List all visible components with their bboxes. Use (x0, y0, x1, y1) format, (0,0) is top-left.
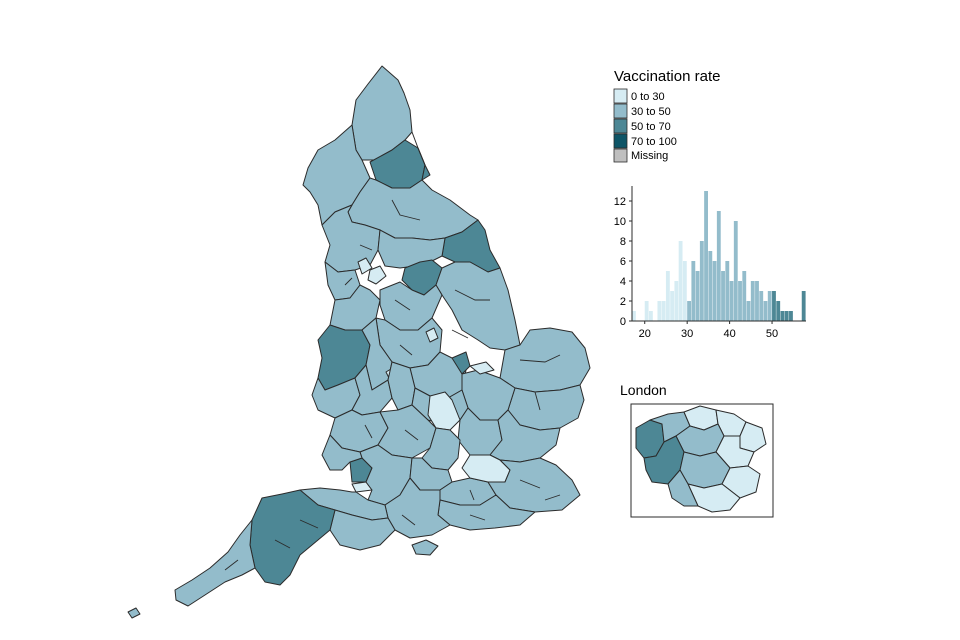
histogram-bar (670, 291, 675, 321)
region-dorset (329, 509, 396, 551)
region-isle-of-wight (411, 539, 439, 556)
histogram-bar (750, 281, 755, 321)
histogram-bar (716, 211, 721, 321)
histogram-chart: 0 2 4 6 8 10 12 20 30 40 50 (614, 186, 806, 340)
legend-item: 50 to 70 (613, 118, 671, 134)
legend-swatch (613, 118, 628, 134)
region-derby-small (425, 327, 439, 343)
histogram-bar (704, 191, 708, 321)
region-essex (489, 409, 561, 463)
histogram-bar (733, 221, 738, 321)
legend-swatch (613, 103, 628, 119)
legend-label: 70 to 100 (631, 136, 677, 148)
histogram-axes: 0 2 4 6 8 10 12 20 30 40 50 (614, 186, 806, 340)
region-suffolk (507, 384, 585, 431)
region-peterborough-light (469, 361, 495, 375)
legend-label: 50 to 70 (631, 121, 671, 133)
legend-item: 70 to 100 (613, 133, 677, 149)
region-west-yorkshire (377, 229, 446, 269)
histogram-bar (780, 311, 785, 321)
region-worcestershire (351, 364, 393, 416)
london-borough-far-south-west (667, 469, 699, 507)
histogram-y-tick-label: 8 (620, 236, 626, 248)
histogram-bar (644, 301, 649, 321)
histogram-bars (632, 191, 806, 321)
region-preston (357, 257, 373, 275)
histogram-bar (678, 241, 683, 321)
legend-swatch (613, 133, 628, 149)
histogram-y-tick-label: 4 (620, 276, 626, 288)
histogram-bar (772, 291, 776, 321)
legend-item: Missing (613, 148, 668, 163)
histogram-bar (712, 261, 717, 321)
legend-label: Missing (631, 150, 668, 162)
histogram-bar (699, 241, 704, 321)
legend-item: 30 to 50 (613, 103, 671, 119)
histogram-bar (759, 291, 764, 321)
histogram-bar (695, 271, 700, 321)
histogram-y-tick-label: 12 (614, 196, 626, 208)
histogram-bar (708, 251, 713, 321)
region-south-yorkshire (379, 281, 443, 331)
london-borough-far-south (687, 483, 741, 513)
histogram-bar (742, 271, 747, 321)
histogram-bar (755, 281, 759, 321)
histogram-bar (674, 281, 679, 321)
histogram-bar (729, 281, 734, 321)
histogram-y-tick-label: 2 (620, 296, 626, 308)
histogram-bar (767, 291, 772, 321)
region-durham-coast (411, 131, 431, 181)
histogram-bar (763, 301, 768, 321)
england-map (127, 65, 591, 619)
histogram-bar (784, 311, 789, 321)
region-gloucester-south (321, 434, 363, 471)
inset-title: London (620, 382, 667, 398)
histogram-bar (687, 301, 692, 321)
histogram-bar (776, 301, 781, 321)
histogram-x-tick-label: 50 (766, 328, 778, 340)
histogram-bar (632, 311, 636, 321)
histogram-bar (721, 271, 725, 321)
histogram-bar (691, 261, 696, 321)
legend-label: 0 to 30 (631, 91, 665, 103)
histogram-bar (648, 311, 653, 321)
legend-swatch (613, 88, 628, 104)
region-cornwall (174, 519, 256, 607)
histogram-bar (746, 301, 751, 321)
region-scilly-isles (127, 607, 141, 619)
region-manchester-light (367, 265, 387, 285)
histogram-bar (738, 281, 742, 321)
region-kent (487, 457, 581, 513)
region-milton-keynes (427, 391, 461, 431)
district-boundaries (224, 199, 561, 571)
histogram-y-tick-label: 10 (614, 216, 626, 228)
histogram-bar (657, 301, 662, 321)
histogram-bar (682, 261, 687, 321)
map-legend: Vaccination rate 0 to 30 30 to 50 50 to … (613, 68, 720, 163)
histogram-bar (801, 291, 806, 321)
histogram-y-tick-label: 0 (620, 316, 626, 328)
histogram-x-tick-label: 40 (723, 328, 735, 340)
histogram-y-tick-label: 6 (620, 256, 626, 268)
inset-frame (630, 403, 774, 518)
legend-item: 0 to 30 (613, 88, 665, 104)
histogram-x-tick-label: 20 (639, 328, 651, 340)
histogram-x-tick-label: 30 (681, 328, 693, 340)
histogram-bar (661, 301, 666, 321)
legend-title: Vaccination rate (614, 68, 720, 85)
histogram-bar (789, 311, 793, 321)
london-borough-east (739, 421, 767, 453)
london-inset: London (620, 382, 774, 518)
legend-swatch (613, 148, 628, 163)
region-lincolnshire (435, 261, 521, 351)
histogram-bar (665, 271, 670, 321)
histogram-bar (725, 261, 730, 321)
legend-label: 30 to 50 (631, 106, 671, 118)
